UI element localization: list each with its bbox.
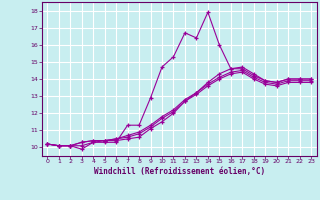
X-axis label: Windchill (Refroidissement éolien,°C): Windchill (Refroidissement éolien,°C): [94, 167, 265, 176]
